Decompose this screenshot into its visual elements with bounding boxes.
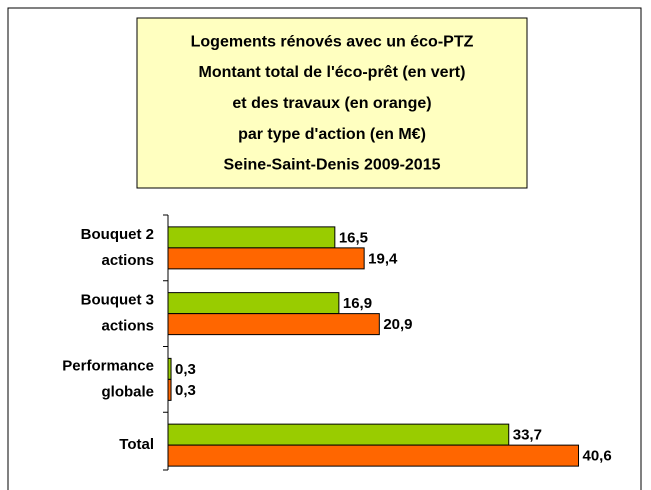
bar [167, 292, 340, 315]
y-tick-label: Bouquet 2 actions [81, 226, 154, 269]
bar [167, 357, 172, 380]
y-tick-label: Total [119, 436, 154, 453]
bar [167, 226, 336, 249]
y-tick-label: Performance globale [62, 357, 154, 400]
bar [167, 378, 172, 401]
chart-border [7, 7, 642, 490]
chart-title: Logements rénovés avec un éco-PTZ Montant… [191, 34, 474, 174]
data-label: 19,4 [368, 250, 398, 267]
data-label: 40,6 [583, 448, 612, 465]
bar [167, 423, 510, 446]
data-label: 20,9 [383, 316, 412, 333]
bar [167, 313, 380, 336]
data-label: 0,3 [175, 382, 196, 399]
data-label: 16,9 [343, 295, 372, 312]
title-box [136, 17, 528, 189]
bar [167, 247, 365, 270]
bar [167, 444, 580, 467]
data-label: 0,3 [175, 361, 196, 378]
data-label: 33,7 [513, 427, 542, 444]
data-label: 16,5 [339, 229, 368, 246]
y-tick-label: Bouquet 3 actions [81, 292, 154, 335]
